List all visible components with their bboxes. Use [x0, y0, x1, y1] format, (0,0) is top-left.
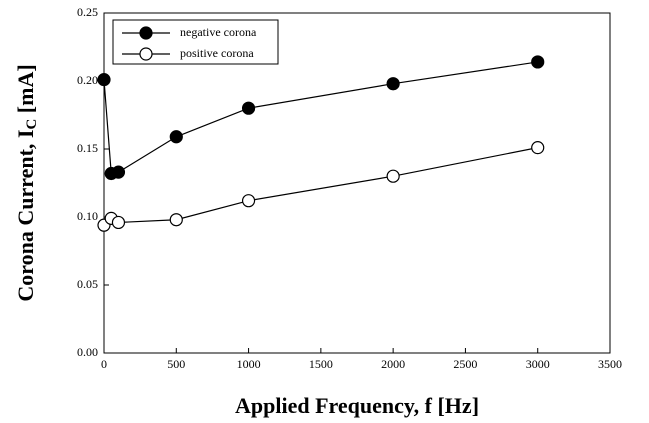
data-point	[169, 130, 183, 144]
x-tick-label: 500	[167, 357, 185, 371]
y-tick-label: 0.10	[77, 209, 98, 223]
y-label-end: [mA]	[13, 64, 38, 118]
y-tick-label: 0.00	[77, 345, 98, 359]
series-line	[103, 147, 538, 226]
legend-label: positive corona	[180, 46, 254, 60]
x-tick-label: 1500	[309, 357, 333, 371]
x-tick-label: 3000	[526, 357, 550, 371]
x-axis-label: Applied Frequency, f [Hz]	[235, 393, 479, 418]
y-label-main: Corona Current, I	[13, 130, 38, 302]
data-point	[386, 169, 400, 183]
plot-frame	[103, 12, 611, 354]
legend-marker	[139, 26, 153, 40]
data-point	[531, 141, 545, 155]
data-point	[531, 55, 545, 69]
y-tick-label: 0.20	[77, 73, 98, 87]
legend-label: negative corona	[180, 25, 257, 39]
y-tick-label: 0.15	[77, 141, 98, 155]
x-tick-label: 1000	[237, 357, 261, 371]
y-tick-label: 0.05	[77, 277, 98, 291]
x-tick-label: 3500	[598, 357, 622, 371]
x-tick-label: 2000	[381, 357, 405, 371]
data-point	[169, 213, 183, 227]
legend-marker	[139, 47, 153, 61]
y-label-sub: C	[24, 119, 40, 130]
data-point	[386, 77, 400, 91]
data-point	[111, 215, 126, 230]
data-point	[97, 73, 111, 87]
x-tick-label: 0	[101, 357, 107, 371]
y-axis-label: Corona Current, IC [mA]	[13, 64, 40, 301]
data-point	[241, 194, 256, 208]
data-point	[241, 101, 256, 115]
y-tick-label: 0.25	[77, 5, 98, 19]
x-tick-label: 2500	[453, 357, 477, 371]
data-point	[111, 165, 126, 179]
series-line	[103, 61, 538, 175]
